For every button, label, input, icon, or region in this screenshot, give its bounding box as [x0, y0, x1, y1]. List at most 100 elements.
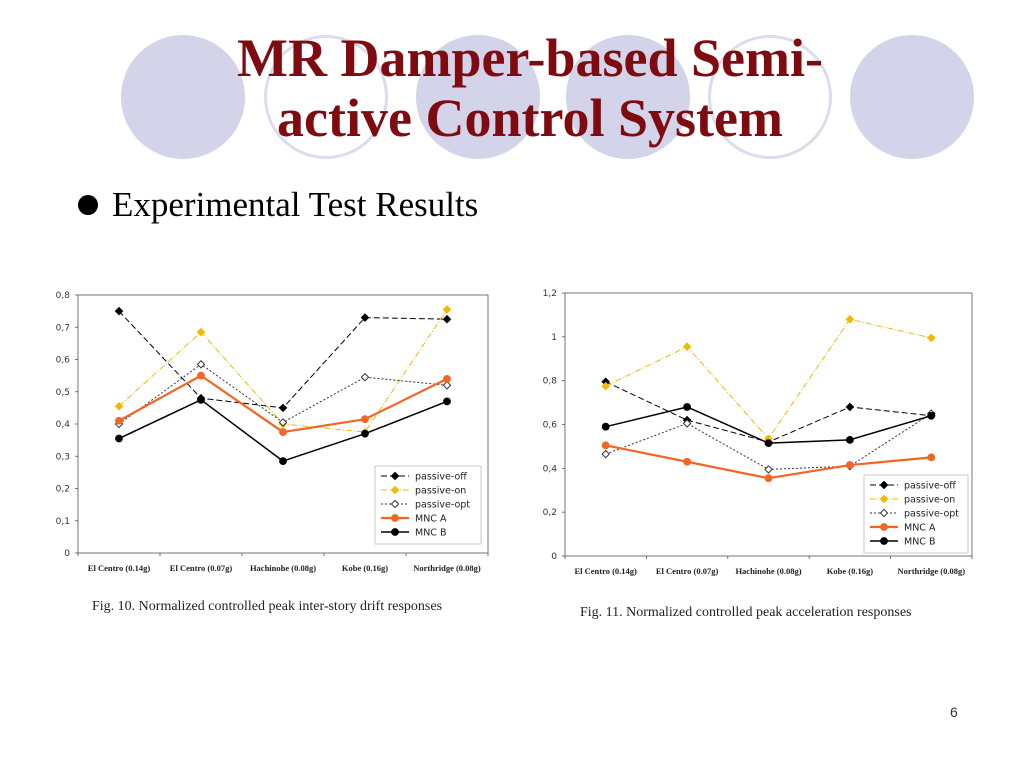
- series-mnc-a: [601, 441, 936, 483]
- x-category-label: Hachinohe (0.08g): [250, 563, 316, 573]
- data-point: [683, 457, 692, 466]
- legend-swatch-marker: [879, 508, 889, 518]
- acceleration-response-chart-svg: 0 0,2 0,4 0,6 0,8 1 1,2 El Centro (0.14g) El Cen…: [543, 289, 973, 576]
- series-passive-opt: [114, 360, 452, 429]
- legend-swatch-marker: [880, 537, 888, 545]
- data-point: [279, 428, 287, 436]
- data-point: [926, 333, 936, 343]
- data-point: [764, 439, 773, 448]
- data-point: [196, 360, 206, 369]
- data-point: [442, 380, 452, 390]
- data-point: [279, 457, 287, 465]
- slide-title: MR Damper-based Semi- active Control Sys…: [120, 28, 940, 148]
- y-tick-label: 0,8: [56, 291, 71, 301]
- decorative-circle: [416, 35, 540, 159]
- data-point: [196, 327, 206, 337]
- data-point: [846, 435, 854, 444]
- legend-label: passive-opt: [904, 509, 959, 520]
- data-point: [115, 434, 123, 443]
- y-tick-label: 0,3: [56, 452, 70, 462]
- y-tick-label: 0,5: [56, 388, 70, 398]
- y-tick-label: 0,1: [56, 517, 70, 527]
- data-point: [601, 441, 610, 450]
- y-tick-label: 0,2: [543, 508, 557, 518]
- legend-label: MNC A: [415, 514, 447, 525]
- legend-swatch-marker: [879, 480, 889, 490]
- x-category-label: El Centro (0.14g): [88, 563, 151, 573]
- legend-label: MNC B: [415, 528, 446, 539]
- decorative-ring: [708, 35, 832, 159]
- legend-swatch-marker: [390, 499, 400, 509]
- data-point: [764, 465, 773, 474]
- bullet-item: Experimental Test Results: [78, 180, 478, 230]
- series-line: [605, 381, 932, 443]
- x-category-label: Hachinohe (0.08g): [735, 566, 801, 576]
- figure-11-caption: Fig. 11. Normalized controlled peak acce…: [580, 605, 912, 620]
- legend-label: passive-opt: [415, 500, 470, 511]
- data-point: [682, 342, 692, 352]
- legend-label: passive-on: [415, 486, 466, 497]
- acceleration-response-chart: 0 0,2 0,4 0,6 0,8 1 1,2 El Centro (0.14g) El Cen…: [534, 286, 982, 582]
- y-tick-label: 0: [64, 549, 70, 559]
- figure-10-caption: Fig. 10. Normalized controlled peak inte…: [92, 599, 443, 614]
- data-point: [361, 415, 369, 424]
- y-tick-label: 0,2: [56, 485, 70, 495]
- data-point: [682, 419, 692, 428]
- legend-swatch-marker: [391, 528, 399, 536]
- bullet-text: Experimental Test Results: [112, 185, 479, 224]
- series-line: [605, 318, 932, 440]
- data-point: [278, 418, 288, 427]
- x-category-label: Northridge (0.08g): [898, 566, 966, 576]
- data-point: [360, 372, 370, 382]
- data-point: [443, 374, 451, 383]
- slide-title-line-1: MR Damper-based Semi-: [237, 28, 823, 88]
- series-mnc-a: [115, 371, 451, 436]
- series-mnc-b: [601, 403, 936, 448]
- decorative-circle: [566, 35, 690, 159]
- data-point: [114, 401, 124, 411]
- data-point: [197, 395, 205, 404]
- x-category-label: Northridge (0.08g): [413, 563, 481, 573]
- data-point: [115, 416, 123, 425]
- data-point: [278, 403, 288, 413]
- data-point: [360, 313, 370, 322]
- y-tick-label: 0,6: [543, 421, 558, 431]
- series-passive-on: [601, 314, 936, 444]
- data-point: [846, 461, 854, 469]
- data-point: [443, 397, 451, 406]
- series-mnc-b: [115, 395, 451, 465]
- y-tick-label: 0,7: [56, 323, 70, 333]
- data-point: [114, 306, 124, 316]
- drift-response-chart-svg: 0 0,1 0,2 0,3 0,4 0,5 0,6 0,7 0,8 El Centro (0.14…: [56, 291, 489, 573]
- series-line: [118, 309, 448, 433]
- data-point: [361, 429, 369, 438]
- x-category-label: El Centro (0.14g): [574, 566, 637, 576]
- legend-label: passive-on: [904, 495, 955, 506]
- decorative-circle: [121, 35, 245, 159]
- data-point: [601, 381, 611, 391]
- legend-swatch-marker: [391, 514, 399, 522]
- legend-label: passive-off: [415, 472, 467, 483]
- data-point: [764, 474, 773, 483]
- x-category-label: El Centro (0.07g): [170, 563, 233, 573]
- decorative-circle: [850, 35, 974, 159]
- y-tick-label: 0: [551, 552, 557, 562]
- data-point: [442, 314, 452, 324]
- legend-swatch-marker: [390, 485, 400, 495]
- data-point: [845, 402, 855, 412]
- x-category-label: Kobe (0.16g): [827, 566, 873, 576]
- data-point: [927, 453, 936, 462]
- legend-swatch-marker: [390, 471, 400, 481]
- data-point: [927, 411, 936, 420]
- decorative-ring: [264, 35, 388, 159]
- x-category-label: El Centro (0.07g): [656, 566, 719, 576]
- legend: passive-off passive-on passive-opt MNC A MNC…: [863, 474, 969, 554]
- y-tick-label: 1: [551, 333, 557, 343]
- data-point: [845, 314, 855, 324]
- y-tick-label: 0,8: [543, 377, 558, 387]
- legend-label: passive-off: [904, 481, 956, 492]
- page-number: 6: [950, 704, 958, 720]
- y-tick-label: 0,4: [56, 420, 71, 430]
- data-point: [683, 403, 692, 411]
